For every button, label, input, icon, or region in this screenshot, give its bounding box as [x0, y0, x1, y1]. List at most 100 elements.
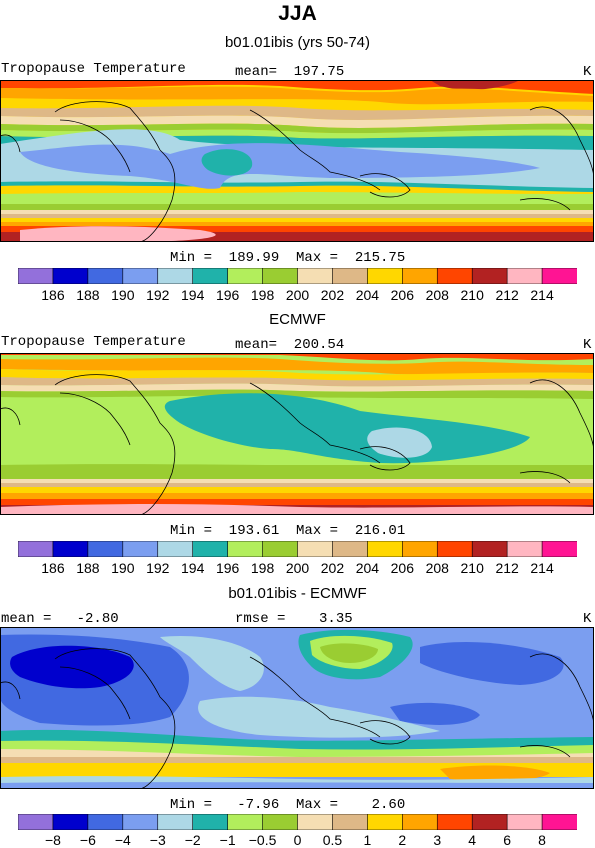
colorbar-swatch [541, 813, 578, 831]
panel-1-units-label: K [583, 64, 592, 80]
colorbar-tick-label: 204 [355, 287, 380, 303]
colorbar-swatch [297, 267, 334, 285]
panel-2-variable-label: Tropopause Temperature [1, 334, 186, 350]
colorbar-swatch [87, 813, 124, 831]
panel-1-colorbar [17, 267, 578, 285]
c3-darkblue [10, 645, 134, 689]
colorbar-swatch [227, 540, 264, 558]
panel-3-colorbar-ticks: −8 −6 −4 −3 −2 −1 −0.5 0 0.5 1 2 3 4 6 8 [18, 832, 577, 848]
colorbar-swatch [332, 540, 368, 558]
panel-3-rmse-label: rmse = 3.35 [235, 611, 353, 627]
colorbar-swatch [367, 540, 403, 558]
colorbar-tick-label: 200 [285, 560, 310, 576]
colorbar-swatch [192, 267, 229, 285]
colorbar-swatch [471, 813, 508, 831]
panel-2-mean-label: mean= 200.54 [235, 337, 345, 353]
panel-3-units-label: K [583, 611, 592, 627]
colorbar-swatch [436, 540, 473, 558]
panel-2-subtitle: ECMWF [269, 311, 326, 328]
colorbar-tick-label: 196 [215, 560, 240, 576]
colorbar-swatch [262, 540, 299, 558]
colorbar-tick-label: 3 [433, 832, 442, 848]
colorbar-tick-label: 186 [41, 560, 65, 576]
panel-3-colorbar [17, 813, 578, 831]
colorbar-swatch [17, 540, 54, 558]
colorbar-swatch [297, 813, 334, 831]
panel-2-colorbar-ticks: 186 188 190 192 194 196 198 200 202 204 206 208 210 2… [18, 560, 577, 576]
colorbar-swatch [192, 540, 229, 558]
colorbar-tick-label: 2 [398, 832, 407, 848]
colorbar-swatch [332, 267, 368, 285]
colorbar-swatch [52, 267, 89, 285]
colorbar-swatch [262, 267, 299, 285]
colorbar-swatch [297, 540, 334, 558]
c2-north-orange [0, 353, 594, 361]
colorbar-tick-label: 214 [530, 560, 554, 576]
coastline [0, 101, 594, 242]
c1-teal-blob [201, 149, 253, 176]
colorbar-tick-label: 0 [293, 832, 302, 848]
panel-1-subtitle: b01.01ibis (yrs 50-74) [224, 34, 371, 51]
colorbar-swatch [506, 267, 543, 285]
panel-3-subtitle: b01.01ibis - ECMWF [228, 585, 367, 602]
panel-2-colorbar [17, 540, 578, 558]
colorbar-tick-label: −6 [79, 832, 96, 848]
colorbar-tick-label: 4 [468, 832, 477, 848]
colorbar-swatch [157, 813, 194, 831]
colorbar-tick-label: 212 [495, 560, 519, 576]
colorbar-tick-label: −3 [149, 832, 166, 848]
c1-south-wheat [0, 210, 594, 214]
colorbar-tick-label: 210 [460, 287, 484, 303]
colorbar-tick-label: 190 [111, 560, 135, 576]
c2-teal [164, 393, 530, 464]
colorbar-swatch [52, 813, 89, 831]
colorbar-tick-label: 194 [181, 560, 205, 576]
panel-3-minmax: Min = -7.96 Max = 2.60 [170, 797, 406, 813]
colorbar-swatch [52, 540, 89, 558]
colorbar-swatch [541, 267, 578, 285]
coastline [0, 374, 594, 515]
panel-3-map [0, 627, 594, 789]
c3-lightblue [160, 635, 264, 691]
colorbar-swatch [122, 540, 159, 558]
colorbar-tick-label: 206 [390, 560, 414, 576]
colorbar-tick-label: 192 [146, 560, 170, 576]
c1-south-tan [0, 214, 594, 218]
c1-north-darkred [430, 80, 520, 90]
colorbar-tick-label: 6 [503, 832, 512, 848]
colorbar-tick-label: 1 [363, 832, 372, 848]
colorbar-swatch [506, 540, 543, 558]
colorbar-tick-label: 198 [250, 560, 275, 576]
colorbar-swatch [157, 540, 194, 558]
colorbar-tick-label: 210 [460, 560, 484, 576]
colorbar-swatch [402, 540, 438, 558]
colorbar-tick-label: 192 [146, 287, 170, 303]
panel-1-minmax: Min = 189.99 Max = 215.75 [170, 250, 406, 266]
colorbar-tick-label: 208 [425, 560, 449, 576]
colorbar-tick-label: −4 [114, 832, 131, 848]
panel-2-minmax: Min = 193.61 Max = 216.01 [170, 523, 406, 539]
colorbar-tick-label: 208 [425, 287, 449, 303]
c1-south-pink [20, 226, 216, 242]
colorbar-swatch [436, 813, 473, 831]
panel-1-variable-label: Tropopause Temperature [1, 61, 186, 77]
colorbar-swatch [541, 540, 578, 558]
panel-1-map [0, 80, 594, 242]
coastline [0, 648, 594, 789]
colorbar-tick-label: −2 [184, 832, 201, 848]
colorbar-swatch [506, 813, 543, 831]
colorbar-swatch [87, 540, 124, 558]
colorbar-tick-label: 212 [495, 287, 519, 303]
colorbar-tick-label: −0.5 [248, 832, 277, 848]
colorbar-swatch [227, 267, 264, 285]
colorbar-swatch [367, 267, 403, 285]
colorbar-swatch [122, 813, 159, 831]
colorbar-tick-label: 188 [76, 287, 100, 303]
colorbar-swatch [471, 267, 508, 285]
colorbar-tick-label: 190 [111, 287, 135, 303]
colorbar-tick-label: 194 [181, 287, 205, 303]
c1-north-olive [0, 123, 594, 134]
colorbar-tick-label: −8 [44, 832, 61, 848]
c1-south-lime [0, 192, 594, 204]
colorbar-tick-label: 188 [76, 560, 100, 576]
